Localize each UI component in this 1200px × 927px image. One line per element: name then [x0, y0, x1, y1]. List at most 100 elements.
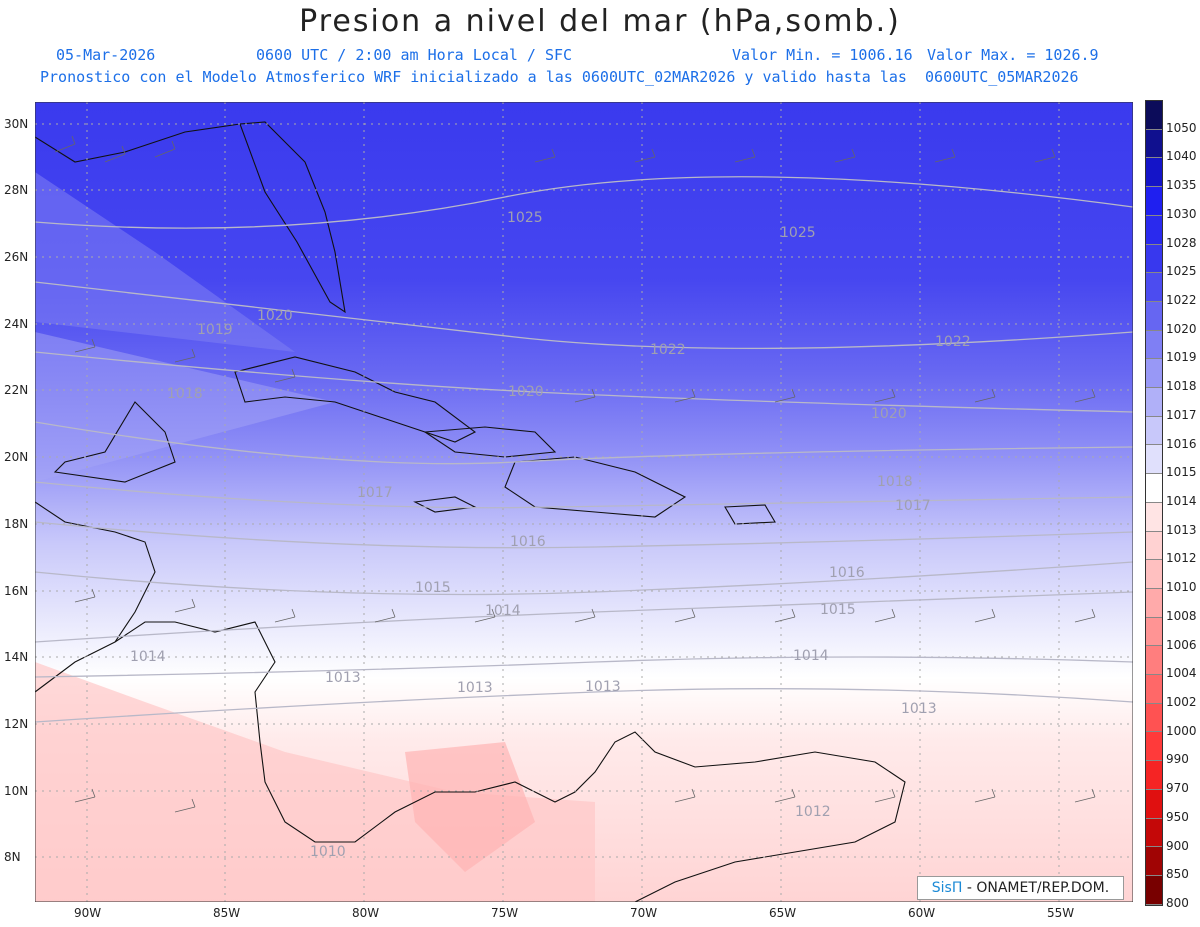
- colorbar-label: 850: [1166, 867, 1189, 882]
- contour-label: 1015: [820, 602, 856, 618]
- contour-label: 1014: [130, 649, 166, 665]
- contour-label: 1020: [257, 308, 293, 324]
- colorbar-label: 1017: [1166, 407, 1197, 422]
- colorbar-label: 990: [1166, 752, 1189, 767]
- colorbar-swatch: [1146, 445, 1162, 475]
- brand-logo: SisΠ: [931, 880, 963, 896]
- colorbar-label: 1010: [1166, 580, 1197, 595]
- contour-labels: 1025 1025 1022 1022 1020 1020 1020 1019 …: [130, 210, 971, 860]
- colorbar-label: 1015: [1166, 465, 1197, 480]
- contour-label: 1015: [415, 580, 451, 596]
- colorbar-label: 1035: [1166, 178, 1197, 193]
- contour-label: 1016: [510, 534, 546, 550]
- lat-label: 30N: [4, 117, 29, 131]
- lat-label: 12N: [4, 717, 29, 731]
- colorbar-label: 1018: [1166, 379, 1197, 394]
- colorbar-label: 1006: [1166, 637, 1197, 652]
- coastlines: [35, 121, 906, 902]
- lon-label: 90W: [74, 906, 102, 920]
- contour-label: 1014: [485, 603, 521, 619]
- model-info: Pronostico con el Modelo Atmosferico WRF…: [40, 68, 1079, 86]
- lat-label: 26N: [4, 250, 29, 264]
- colorbar-swatch: [1146, 560, 1162, 589]
- contour-label: 1018: [877, 474, 913, 490]
- colorbar-swatch: [1146, 617, 1162, 647]
- colorbar-label: 950: [1166, 809, 1189, 824]
- colorbar-swatch: [1146, 158, 1162, 188]
- colorbar-swatch: [1146, 416, 1162, 446]
- contour-label: 1013: [901, 701, 937, 717]
- lat-label: 10N: [4, 784, 29, 798]
- colorbar-label: 1028: [1166, 235, 1197, 250]
- colorbar-swatch: [1146, 502, 1162, 532]
- contour-label: 1013: [585, 679, 621, 695]
- contour-label: 1025: [780, 225, 816, 241]
- lon-label: 70W: [630, 906, 658, 920]
- wind-barbs: [54, 135, 1096, 813]
- max-value: Valor Max. = 1026.9: [927, 46, 1099, 64]
- lon-label: 80W: [352, 906, 380, 920]
- contour-label: 1010: [310, 844, 346, 860]
- lat-label: 28N: [4, 183, 29, 197]
- contour-label: 1012: [795, 804, 831, 820]
- lat-lon-grid: [35, 102, 1133, 902]
- colorbar-label: 1025: [1166, 264, 1197, 279]
- colorbar: [1145, 100, 1163, 906]
- colorbar-label: 1012: [1166, 551, 1197, 566]
- colorbar-label: 1022: [1166, 293, 1197, 307]
- lat-label: 14N: [4, 650, 29, 664]
- lon-label: 65W: [769, 906, 797, 920]
- colorbar-swatch: [1146, 129, 1162, 159]
- contour-label: 1017: [357, 485, 393, 501]
- colorbar-label: 1008: [1166, 608, 1197, 623]
- lon-label: 55W: [1047, 906, 1075, 920]
- colorbar-swatch: [1146, 875, 1162, 905]
- lon-label: 60W: [908, 906, 936, 920]
- colorbar-label: 1013: [1166, 522, 1197, 537]
- contour-label: 1018: [167, 386, 203, 402]
- colorbar-label: 900: [1166, 838, 1189, 853]
- colorbar-swatch: [1146, 646, 1162, 676]
- min-value: Valor Min. = 1006.16: [732, 46, 913, 64]
- forecast-time: 0600 UTC / 2:00 am Hora Local / SFC: [256, 46, 573, 64]
- colorbar-swatch: [1146, 675, 1162, 704]
- lat-label: 8N: [4, 850, 21, 864]
- lon-label: 85W: [213, 906, 241, 920]
- colorbar-label: 1014: [1166, 494, 1197, 508]
- colorbar-swatch: [1146, 703, 1162, 733]
- colorbar-label: 1000: [1166, 723, 1197, 738]
- colorbar-label: 1020: [1166, 321, 1197, 336]
- lon-label: 75W: [491, 906, 519, 920]
- colorbar-swatch: [1146, 273, 1162, 302]
- lat-label: 22N: [4, 383, 29, 397]
- contour-label: 1025: [507, 210, 543, 226]
- contour-label: 1020: [871, 406, 907, 422]
- lat-label: 16N: [4, 584, 29, 598]
- colorbar-label: 1002: [1166, 695, 1197, 709]
- contour-label: 1013: [457, 680, 493, 696]
- colorbar-swatch: [1146, 588, 1162, 618]
- isobars: [35, 176, 1133, 723]
- contour-label: 1014: [793, 648, 829, 664]
- colorbar-swatch: [1146, 359, 1162, 389]
- pressure-map: 1025 1025 1022 1022 1020 1020 1020 1019 …: [35, 102, 1133, 902]
- colorbar-swatch: [1146, 474, 1162, 503]
- contour-label: 1019: [197, 322, 233, 338]
- credit-text: - ONAMET/REP.DOM.: [962, 880, 1110, 896]
- credit-box: SisΠ - ONAMET/REP.DOM.: [917, 876, 1124, 900]
- colorbar-swatch: [1146, 301, 1162, 331]
- contour-label: 1016: [829, 565, 865, 581]
- contour-label: 1020: [508, 384, 544, 400]
- map-title: Presion a nivel del mar (hPa,somb.): [299, 4, 901, 39]
- colorbar-label: 1019: [1166, 350, 1197, 365]
- lat-label: 20N: [4, 450, 29, 464]
- colorbar-label: 1030: [1166, 206, 1197, 221]
- colorbar-label: 970: [1166, 781, 1189, 796]
- colorbar-swatch: [1146, 531, 1162, 561]
- colorbar-swatch: [1146, 818, 1162, 848]
- colorbar-swatch: [1146, 330, 1162, 360]
- colorbar-label: 1004: [1166, 666, 1197, 681]
- colorbar-swatch: [1146, 244, 1162, 274]
- contour-label: 1022: [935, 334, 971, 350]
- contour-label: 1022: [650, 342, 686, 358]
